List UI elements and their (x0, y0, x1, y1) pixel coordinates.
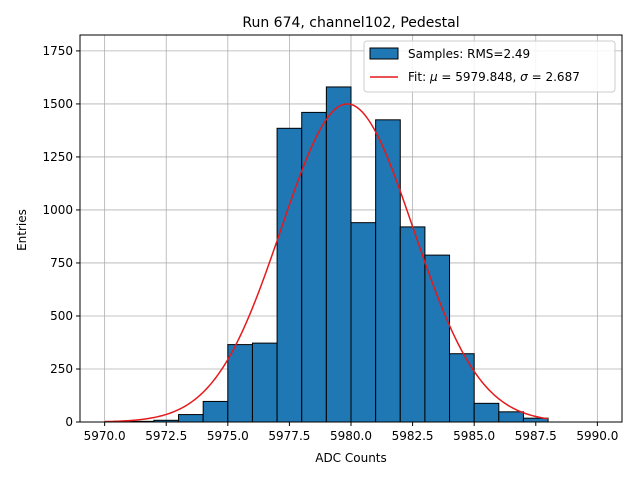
y-tick-label: 1250 (42, 150, 73, 164)
histogram-bar (350, 222, 377, 423)
y-tick-label: 0 (65, 415, 73, 429)
x-tick-label: 5985.0 (453, 429, 495, 443)
y-axis-ticks: 0 250 500 750 1000 1250 1500 1750 (42, 44, 80, 429)
x-tick-label: 5982.5 (392, 429, 434, 443)
chart-title: Run 674, channel102, Pedestal (242, 15, 459, 31)
legend-box (363, 40, 616, 93)
histogram-bar (399, 226, 426, 423)
x-tick-label: 5970.0 (84, 429, 126, 443)
y-tick-label: 750 (50, 256, 73, 270)
legend-fit-label: Fit: μ = 5979.848, σ = 2.687 (408, 70, 580, 84)
x-tick-label: 5980.0 (330, 429, 372, 443)
fit-curve (104, 103, 549, 423)
histogram-bars (128, 86, 549, 423)
x-tick-label: 5972.5 (145, 429, 187, 443)
histogram-bar (473, 402, 500, 423)
histogram-bar (325, 86, 352, 423)
x-axis-label: ADC Counts (315, 451, 387, 465)
y-tick-label: 1500 (42, 97, 73, 111)
x-tick-label: 5975.0 (207, 429, 249, 443)
x-tick-label: 5977.5 (268, 429, 310, 443)
x-tick-label: 5990.0 (576, 429, 618, 443)
y-tick-label: 250 (50, 362, 73, 376)
legend: Samples: RMS=2.49 Fit: μ = 5979.848, σ =… (363, 40, 616, 93)
histogram-bar (498, 411, 524, 423)
histogram-bar (424, 254, 451, 423)
histogram-bar (178, 414, 204, 423)
legend-samples-swatch (369, 47, 399, 60)
y-axis-label: Entries (15, 209, 29, 251)
y-tick-label: 1000 (42, 203, 73, 217)
x-axis-ticks: 5970.0 5972.5 5975.0 5977.5 5980.0 5982.5 5985… (84, 422, 618, 443)
histogram-bar (449, 353, 475, 423)
histogram-bar (276, 127, 303, 423)
legend-samples-label: Samples: RMS=2.49 (408, 47, 530, 61)
y-tick-label: 500 (50, 309, 73, 323)
histogram-bar (227, 344, 253, 423)
y-tick-label: 1750 (42, 44, 73, 58)
histogram-bar (375, 119, 401, 423)
x-tick-label: 5987.5 (515, 429, 557, 443)
histogram-bar (251, 342, 278, 423)
histogram-bar (301, 111, 327, 423)
histogram-bar (202, 400, 229, 423)
